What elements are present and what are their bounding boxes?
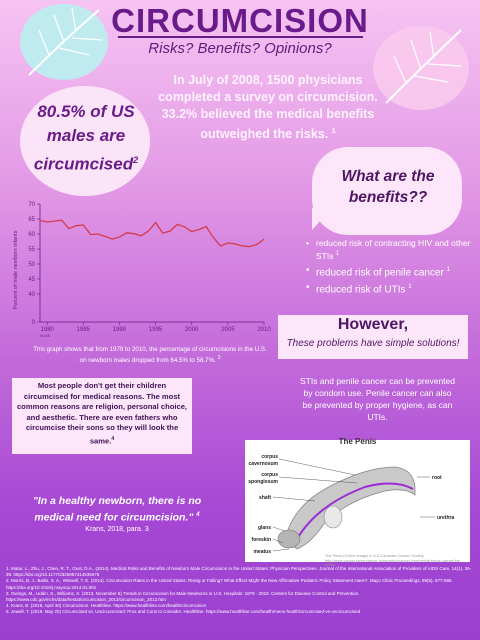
- reference-item: 5. Jewell, T. (2019, May 20) Circumcised…: [6, 609, 361, 615]
- chart-y-tick-label: 0: [32, 320, 36, 326]
- chart-series-line: [39, 219, 265, 248]
- label-root: root: [432, 475, 442, 481]
- however-box: [278, 315, 468, 359]
- leaf-icon: [373, 26, 469, 110]
- penis-shape: [284, 466, 416, 550]
- chart-y-tick-label: 65: [28, 217, 35, 223]
- benefits-bubble: [312, 147, 462, 235]
- reasons-text: Most people don't get their children cir…: [16, 381, 188, 446]
- label-corpus-spongiosum-2: spongiosum: [248, 479, 278, 485]
- chart-x-tick-label: 2000: [185, 327, 199, 333]
- intro-body: In July of 2008, 1500 physicians complet…: [158, 73, 378, 142]
- reference-item: 1. Matar, L., Zhu, J., Chen, R. T., Gust…: [6, 566, 472, 578]
- stat-value: 80.5% of US males are circumcised: [33, 102, 135, 174]
- chart-source-note: NCHS: [40, 334, 51, 338]
- label-corpus-cavernosum-1: corpus: [261, 454, 278, 460]
- stat-ref: 2: [133, 155, 139, 165]
- reasons-box: [12, 378, 192, 454]
- chart-ylabel: Percent of male newborn infants: [13, 230, 19, 309]
- benefits-list: reduced risk of contracting HIV and othe…: [306, 238, 476, 298]
- quote-source: Krans, 2018, para. 3: [85, 526, 149, 533]
- chart-y-tick-label: 50: [28, 262, 35, 268]
- chart-y-tick-label: 55: [28, 247, 35, 253]
- urethra-line: [296, 482, 414, 540]
- page-title: CIRCUMCISION: [111, 2, 369, 39]
- title-underline: [118, 36, 363, 38]
- quote-text: "In a healthy newborn, there is no medic…: [32, 495, 202, 524]
- stat-circle: [20, 86, 150, 196]
- references-list: 1. Matar, L., Zhu, J., Chen, R. T., Gust…: [6, 566, 474, 616]
- chart-y-tick-label: 60: [28, 232, 35, 238]
- benefits-title: What are the benefits??: [341, 168, 435, 206]
- reference-item: 2. Morris, B. J., Bailis, S. A., Wiswell…: [6, 578, 453, 590]
- glans-shape: [277, 529, 301, 549]
- penis-anatomy-diagram: corpus cavernosum corpus spongiosum shaf…: [248, 454, 454, 555]
- benefits-bubble-tail: [312, 208, 332, 230]
- chart-x-tick-label: 1980: [41, 327, 55, 333]
- benefit-item: reduced risk of contracting HIV and othe…: [306, 238, 476, 262]
- label-shaft: shaft: [259, 495, 271, 501]
- however-subtitle: These problems have simple solutions!: [286, 338, 460, 349]
- page-subtitle: Risks? Benefits? Opinions?: [148, 40, 332, 57]
- label-glans: glans: [258, 525, 271, 531]
- label-urethra: urethra: [437, 515, 454, 521]
- solution-text: STIs and penile cancer can be prevented …: [300, 376, 455, 422]
- penis-diagram-title: The Penis: [338, 437, 377, 446]
- reference-item: 4. Krans, B. (2018, April 30) Circumcisi…: [6, 603, 207, 609]
- leaf-icon: [20, 4, 108, 80]
- chart-x-tick-label: 1985: [77, 327, 91, 333]
- intro-text: In July of 2008, 1500 physicians complet…: [158, 72, 378, 143]
- chart-y-tick-label: 70: [28, 202, 35, 208]
- chart-y-tick-label: 40: [28, 292, 35, 298]
- however-title: However,: [337, 316, 409, 333]
- intro-ref: 1: [331, 128, 336, 135]
- label-foreskin: foreskin: [252, 537, 271, 543]
- chart-x-tick-label: 1995: [149, 327, 163, 333]
- stat-text: 80.5% of US males are circumcised2: [26, 100, 146, 177]
- label-corpus-spongiosum-1: corpus: [261, 472, 278, 478]
- label-meatus: meatus: [253, 549, 271, 555]
- label-corpus-cavernosum-2: cavernosum: [249, 461, 279, 467]
- chart-x-tick-label: 2010: [257, 327, 271, 333]
- chart-x-tick-label: 2005: [221, 327, 235, 333]
- chart-caption: This graph shows that from 1979 to 2010,…: [33, 346, 267, 365]
- testis-shape: [323, 505, 343, 529]
- reference-item: 3. Owings, M., Uddin, S., Williams, S. (…: [6, 590, 360, 603]
- benefit-item: reduced risk of UTIs 1: [306, 281, 476, 296]
- penis-diagram-credit: The Penis (Online Image) in A.D.Canadian…: [325, 554, 462, 567]
- circumcision-rate-chart: Percent of male newborn infants 0 40 45 50 5…: [13, 202, 271, 338]
- chart-y-tick-label: 45: [28, 277, 35, 283]
- benefit-item: reduced risk of penile cancer 1: [306, 264, 476, 279]
- chart-x-tick-label: 1990: [113, 327, 127, 333]
